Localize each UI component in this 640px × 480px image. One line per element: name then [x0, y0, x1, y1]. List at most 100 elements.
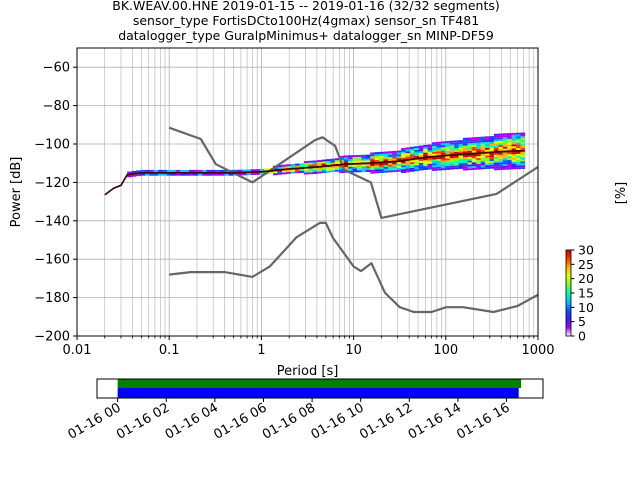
histogram-cell [334, 160, 340, 163]
histogram-cell [379, 169, 384, 172]
histogram-cell [436, 143, 442, 146]
histogram-cell [485, 140, 490, 143]
histogram-cell [379, 163, 384, 166]
timeline-tick-label: 01-16 02 [114, 400, 172, 442]
histogram-cell [401, 167, 406, 170]
histogram-cell [476, 163, 481, 166]
histogram-cell [343, 166, 349, 169]
histogram-cell [175, 173, 181, 176]
histogram-cell [158, 169, 163, 172]
histogram-cell [462, 158, 468, 161]
histogram-cell [312, 164, 318, 167]
histogram-cell [242, 173, 247, 176]
histogram-cell [454, 151, 459, 154]
histogram-cell [197, 173, 203, 176]
histogram-cell [352, 160, 358, 163]
histogram-cell [480, 153, 486, 156]
histogram-cell [489, 164, 495, 167]
histogram-cell [493, 145, 499, 148]
histogram-cell [471, 166, 477, 168]
histogram-cell [489, 145, 495, 148]
timeline-tick-label: 01-16 08 [260, 400, 318, 442]
histogram-cell [502, 154, 508, 157]
histogram-cell [516, 165, 521, 168]
histogram-cell [246, 173, 252, 176]
histogram-cell [423, 154, 428, 157]
histogram-cell [471, 143, 477, 145]
histogram-cell [334, 167, 340, 170]
histogram-cell [507, 146, 512, 149]
histogram-cell [414, 150, 420, 152]
histogram-cell [440, 168, 446, 171]
histogram-cell [374, 163, 380, 166]
histogram-cell [507, 165, 512, 168]
histogram-cell [502, 146, 508, 149]
histogram-cell [405, 147, 411, 150]
noise-model-nhnm [168, 126, 539, 219]
histogram-cell [445, 142, 451, 145]
histogram-cell [445, 148, 451, 151]
histogram-cell [387, 166, 393, 169]
histogram-cell [401, 149, 406, 152]
histogram-cell [462, 166, 468, 169]
histogram-cell [467, 147, 473, 150]
histogram-cell [516, 148, 521, 150]
histogram-cell [449, 152, 455, 155]
histogram-cell [432, 157, 437, 160]
histogram-cell [498, 135, 504, 138]
title-line-3: datalogger_type GuralpMinimus+ datalogge… [118, 28, 494, 43]
histogram-cell [321, 171, 327, 174]
x-tick-label: 1 [257, 343, 265, 358]
histogram-cell [476, 154, 481, 157]
histogram-cell [184, 169, 190, 172]
histogram-cell [361, 156, 367, 159]
histogram-cell [454, 140, 459, 143]
histogram-cell [520, 167, 526, 170]
histogram-cell [365, 156, 371, 159]
histogram-cell [427, 152, 433, 155]
y-tick-label: −200 [34, 330, 70, 345]
histogram-cell [440, 147, 446, 150]
histogram-cell [454, 146, 459, 149]
histogram-cell [502, 158, 508, 161]
histogram-cell [383, 155, 389, 158]
histogram-cell [144, 169, 150, 172]
histogram-cell [374, 155, 380, 158]
colorbar-tick-label: 30 [578, 243, 594, 258]
histogram-cell [383, 153, 389, 156]
histogram-cell [445, 152, 451, 155]
noise-model-nlnm [169, 221, 539, 314]
x-tick-label: 10 [345, 343, 362, 358]
histogram-cell [467, 143, 473, 146]
histogram-cell [387, 168, 393, 171]
histogram-cell [458, 155, 464, 158]
histogram-cell [498, 154, 504, 157]
histogram-cell [356, 166, 362, 169]
histogram-cell [520, 145, 526, 148]
x-axis-ticks: 0.01 0.1 1 10 100 1000 [63, 336, 555, 358]
histogram-cell [365, 166, 371, 169]
histogram-cell [281, 164, 287, 167]
histogram-cell [361, 164, 367, 167]
histogram-cell [206, 173, 212, 176]
histogram-cell [383, 157, 389, 160]
histogram-cell [507, 133, 512, 136]
histogram-cell [476, 167, 481, 170]
histogram-cell [520, 144, 526, 146]
histogram-cell [321, 163, 327, 166]
histogram-cell [507, 154, 512, 157]
histogram-cell [259, 172, 265, 175]
histogram-cell [374, 171, 380, 174]
histogram-cell [493, 160, 499, 163]
histogram-cell [454, 142, 459, 145]
histogram-cell [308, 170, 314, 173]
histogram-cell [414, 148, 420, 151]
histogram-cell [520, 142, 526, 145]
histogram-cell [485, 142, 490, 145]
histogram-cell [343, 165, 349, 167]
histogram-cell [507, 135, 512, 137]
colorbar-tick-label: 5 [578, 314, 586, 329]
histogram-cell [516, 132, 521, 135]
histogram-cell [502, 137, 508, 140]
